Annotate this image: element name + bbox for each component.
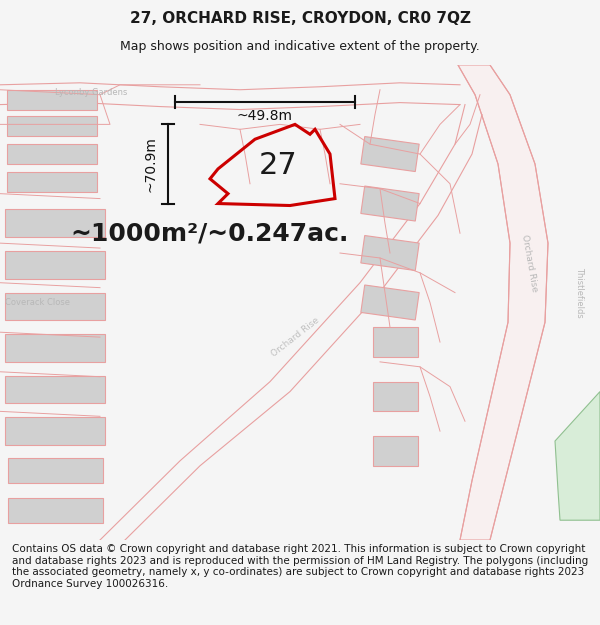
Polygon shape [5, 292, 105, 320]
Text: Contains OS data © Crown copyright and database right 2021. This information is : Contains OS data © Crown copyright and d… [12, 544, 588, 589]
Polygon shape [7, 498, 103, 522]
Text: Thistlefields: Thistlefields [575, 268, 584, 318]
Polygon shape [7, 90, 97, 109]
Polygon shape [373, 436, 418, 466]
Polygon shape [7, 458, 103, 483]
Text: ~1000m²/~0.247ac.: ~1000m²/~0.247ac. [71, 221, 349, 245]
Text: ~49.8m: ~49.8m [237, 109, 293, 124]
Text: Lyconby Gardens: Lyconby Gardens [55, 88, 127, 98]
Text: ~70.9m: ~70.9m [144, 136, 158, 192]
Polygon shape [5, 334, 105, 362]
Polygon shape [361, 236, 419, 271]
Polygon shape [361, 186, 419, 221]
Polygon shape [555, 391, 600, 520]
Polygon shape [5, 418, 105, 445]
Text: Map shows position and indicative extent of the property.: Map shows position and indicative extent… [120, 40, 480, 53]
Text: 27: 27 [259, 151, 298, 181]
Polygon shape [458, 65, 548, 540]
Polygon shape [373, 328, 418, 357]
Polygon shape [361, 285, 419, 320]
Polygon shape [5, 251, 105, 279]
Text: 27, ORCHARD RISE, CROYDON, CR0 7QZ: 27, ORCHARD RISE, CROYDON, CR0 7QZ [130, 11, 470, 26]
Polygon shape [7, 172, 97, 192]
Polygon shape [7, 144, 97, 164]
Polygon shape [373, 382, 418, 411]
Polygon shape [7, 116, 97, 136]
Text: Orchard Rise: Orchard Rise [269, 316, 320, 359]
Polygon shape [5, 209, 105, 237]
Text: Coverack Close: Coverack Close [5, 298, 70, 307]
Polygon shape [361, 136, 419, 172]
Polygon shape [5, 376, 105, 404]
Text: Orchard Rise: Orchard Rise [521, 234, 539, 292]
